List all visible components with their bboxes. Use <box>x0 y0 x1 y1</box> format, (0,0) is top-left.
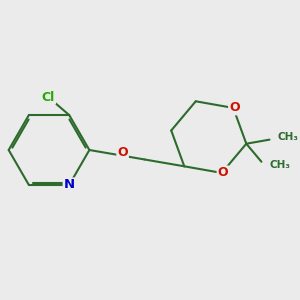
Text: O: O <box>218 167 228 179</box>
Text: N: N <box>64 178 75 191</box>
Text: Cl: Cl <box>42 91 55 103</box>
Text: CH₃: CH₃ <box>270 160 291 170</box>
Text: O: O <box>229 101 240 114</box>
Text: CH₃: CH₃ <box>278 132 299 142</box>
Text: O: O <box>117 146 128 159</box>
